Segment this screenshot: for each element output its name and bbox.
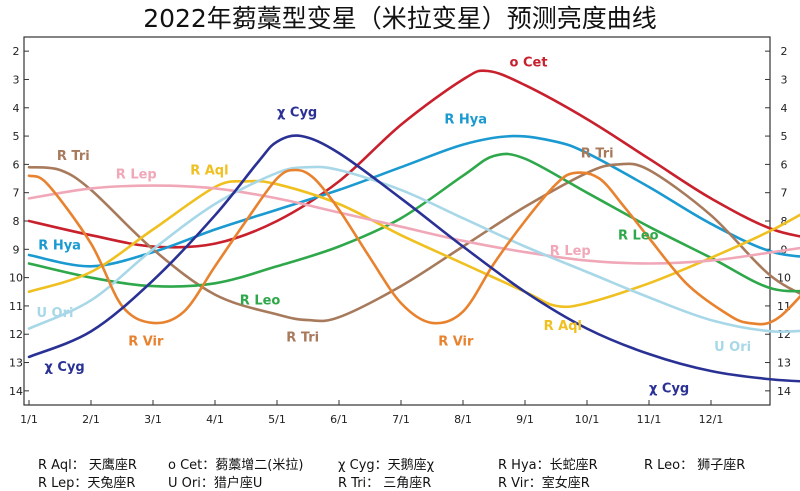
y-tick-label-right: 5 [781,130,788,143]
legend: R Aql： 天鹰座R o Cet：蒭藁增二(米拉) χ Cyg：天鹅座χ R Hya… [0,450,800,491]
y-tick-label-left: 6 [13,158,20,171]
x-tick-label: 1/1 [20,413,38,426]
series-label-r-lep: R Lep [116,168,157,183]
series-line-r-tri [27,162,800,323]
series-label-r-tri: R Tri [57,149,90,164]
x-tick-label: 9/1 [516,413,534,426]
y-tick-label-left: 8 [13,215,20,228]
y-tick-label-right: 2 [781,45,788,58]
x-tick-label: 4/1 [206,413,224,426]
x-tick-label: 7/1 [392,413,410,426]
series-label-r-lep: R Lep [550,244,591,259]
series-label-r-vir: R Vir [128,335,164,350]
y-tick-label-right: 7 [781,187,788,200]
legend-entry: R Tri： 三角座R [338,476,432,491]
series-label-o-cet: o Cet [510,56,548,71]
series-label-cyg: χ Cyg [649,381,689,396]
series-line-r-vir [27,168,800,326]
x-tick-label: 10/1 [575,413,600,426]
series-label-r-tri: R Tri [286,330,319,345]
chart-series [27,69,800,383]
y-tick-label-right: 11 [777,300,791,313]
y-tick-label-right: 6 [781,158,788,171]
legend-entry: χ Cyg：天鹅座χ [338,458,435,473]
y-tick-label-left: 9 [13,243,20,256]
y-tick-label-left: 14 [9,385,23,398]
legend-entry: U Ori：猎户座U [168,476,263,491]
y-tick-label-right: 8 [781,215,788,228]
series-label-r-tri: R Tri [581,146,614,161]
series-line-o-cet [27,69,800,249]
series-label-u-ori: U Ori [714,340,751,355]
series-label-r-hya: R Hya [38,238,81,253]
y-tick-label-left: 13 [9,357,23,370]
legend-entry: R Vir：室女座R [498,476,590,491]
y-tick-label-left: 4 [13,102,20,115]
series-line-r-aql [27,179,800,309]
series-label-r-hya: R Hya [444,112,487,127]
x-tick-label: 6/1 [330,413,348,426]
series-label-r-leo: R Leo [240,294,281,309]
series-label-r-aql: R Aql [544,319,582,334]
x-tick-label: 5/1 [268,413,286,426]
x-tick-label: 8/1 [454,413,472,426]
x-tick-label: 2/1 [82,413,100,426]
chart-title: 2022年蒭藁型变星（米拉变星）预测亮度曲线 [143,4,657,33]
series-label-cyg: χ Cyg [45,360,85,375]
y-tick-label-left: 10 [9,272,23,285]
series-label-r-leo: R Leo [618,228,659,243]
legend-entry: R Aql： 天鹰座R [38,458,137,473]
series-label-r-aql: R Aql [190,163,228,178]
chart-series-labels: o Cet R Hya R Hya R Tri R Tri R Tri R Leo R Leo… [36,56,751,397]
x-tick-label: 11/1 [637,413,662,426]
x-tick-label: 12/1 [699,413,724,426]
x-tick-label: 3/1 [144,413,162,426]
y-tick-label-left: 3 [13,73,20,86]
series-label-r-vir: R Vir [438,335,474,350]
series-line-u-ori [27,165,800,333]
series-line-cyg [27,134,800,383]
y-tick-label-right: 14 [777,385,791,398]
series-line-r-hya [27,134,800,268]
y-tick-label-left: 2 [13,45,20,58]
y-tick-label-right: 3 [781,73,788,86]
y-tick-label-right: 13 [777,357,791,370]
legend-entry: R Leo： 狮子座R [644,458,746,473]
legend-entry: R Hya：长蛇座R [498,458,598,473]
legend-entry: o Cet：蒭藁增二(米拉) [168,458,304,473]
y-tick-label-left: 11 [9,300,23,313]
y-tick-label-left: 12 [9,328,23,341]
series-label-u-ori: U Ori [36,306,73,321]
series-label-cyg: χ Cyg [277,105,317,120]
y-tick-label-right: 12 [777,328,791,341]
series-line-r-lep [27,184,800,265]
y-tick-label-left: 7 [13,187,20,200]
legend-entry: R Lep：天兔座R [38,476,136,491]
y-tick-label-right: 4 [781,102,788,115]
y-tick-label-left: 5 [13,130,20,143]
series-line-r-leo [27,152,800,293]
